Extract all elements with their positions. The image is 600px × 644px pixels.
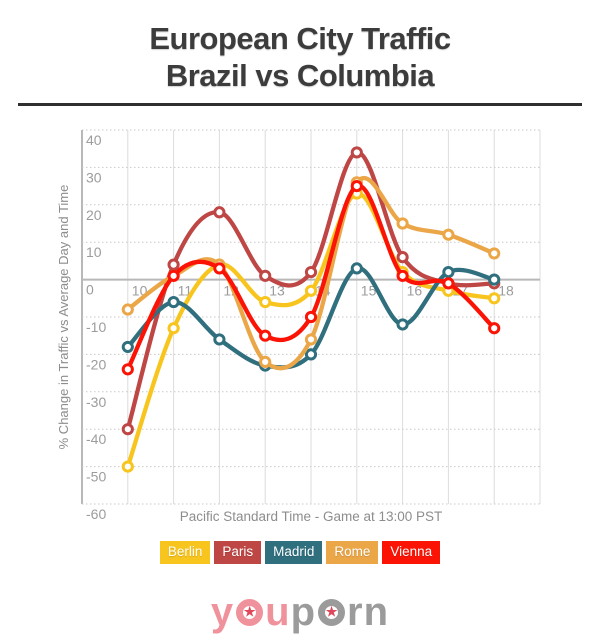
x-tick-label: 15 bbox=[361, 283, 377, 299]
y-tick-label: 30 bbox=[86, 169, 102, 185]
data-point-paris bbox=[350, 146, 363, 159]
data-point-berlin bbox=[121, 460, 134, 473]
data-point-rome bbox=[259, 355, 272, 368]
chart-legend: Berlin Paris Madrid Rome Vienna bbox=[0, 541, 600, 564]
y-tick-label: 0 bbox=[86, 282, 94, 298]
data-point-paris bbox=[396, 251, 409, 264]
series-line-madrid bbox=[125, 266, 497, 370]
y-tick-label: -10 bbox=[86, 319, 106, 335]
legend-item-paris[interactable]: Paris bbox=[214, 541, 262, 564]
data-point-rome bbox=[396, 217, 409, 230]
data-point-vienna bbox=[442, 277, 455, 290]
data-point-vienna bbox=[167, 269, 180, 282]
legend-item-vienna[interactable]: Vienna bbox=[382, 541, 441, 564]
x-axis-title: Pacific Standard Time - Game at 13:00 PS… bbox=[180, 509, 443, 524]
data-point-paris bbox=[213, 206, 226, 219]
y-axis-title: % Change in Traffic vs Average Day and T… bbox=[56, 185, 71, 450]
data-point-vienna bbox=[259, 329, 272, 342]
logo-part2: p ★ r n bbox=[290, 590, 390, 634]
traffic-line-chart: 40 30 20 10 0 -10 -20 -30 -40 -50 -60 10 11 12 13 14 15 1… bbox=[0, 115, 600, 535]
y-tick-label: 10 bbox=[86, 244, 102, 260]
y-tick-label: -30 bbox=[86, 394, 106, 410]
data-point-berlin bbox=[488, 292, 501, 305]
y-tick-label: -40 bbox=[86, 431, 106, 447]
data-point-vienna bbox=[213, 262, 226, 275]
data-point-paris bbox=[304, 266, 318, 279]
data-point-rome bbox=[442, 228, 455, 241]
y-tick-label: 40 bbox=[86, 132, 102, 148]
data-point-berlin bbox=[167, 322, 180, 335]
data-point-paris bbox=[259, 269, 272, 282]
data-point-madrid bbox=[396, 318, 409, 331]
y-tick-label: -20 bbox=[86, 356, 106, 372]
page-title: European City Traffic Brazil vs Columbia bbox=[0, 0, 600, 94]
series-line-vienna bbox=[125, 183, 497, 372]
youporn-logo: y ★ u p ★ r n bbox=[0, 586, 600, 638]
data-point-berlin bbox=[259, 295, 272, 309]
y-tick-label: -50 bbox=[86, 469, 106, 485]
logo-o-star-icon: ★ bbox=[318, 598, 346, 626]
data-point-madrid bbox=[350, 262, 363, 275]
data-point-rome bbox=[121, 303, 134, 316]
data-point-madrid bbox=[442, 266, 455, 279]
logo-o-star-icon: ★ bbox=[236, 598, 264, 626]
data-point-madrid bbox=[121, 340, 134, 354]
data-point-vienna bbox=[488, 322, 501, 335]
x-tick-label: 18 bbox=[498, 283, 514, 299]
y-tick-label: 20 bbox=[86, 207, 102, 223]
legend-item-berlin[interactable]: Berlin bbox=[159, 541, 211, 564]
title-line-2: Brazil vs Columbia bbox=[165, 58, 435, 93]
data-point-rome bbox=[488, 247, 501, 260]
data-point-vienna bbox=[121, 363, 134, 376]
legend-item-madrid[interactable]: Madrid bbox=[265, 541, 323, 564]
x-tick-label: 16 bbox=[407, 283, 423, 299]
y-tick-label: -60 bbox=[86, 506, 106, 522]
data-point-madrid bbox=[304, 348, 318, 361]
data-point-madrid bbox=[167, 295, 180, 309]
x-tick-label: 13 bbox=[269, 283, 285, 299]
title-line-1: European City Traffic bbox=[149, 21, 451, 56]
title-divider bbox=[18, 103, 582, 106]
data-point-paris bbox=[167, 258, 180, 271]
data-point-madrid bbox=[488, 273, 501, 286]
legend-item-rome[interactable]: Rome bbox=[326, 541, 379, 564]
data-point-paris bbox=[121, 423, 134, 436]
data-point-vienna bbox=[350, 180, 363, 193]
data-point-vienna bbox=[304, 310, 318, 324]
data-point-vienna bbox=[396, 269, 409, 282]
logo-part1: y ★ u bbox=[210, 590, 291, 634]
data-point-madrid bbox=[213, 333, 226, 346]
data-point-berlin bbox=[304, 284, 318, 297]
data-point-rome bbox=[304, 333, 318, 346]
